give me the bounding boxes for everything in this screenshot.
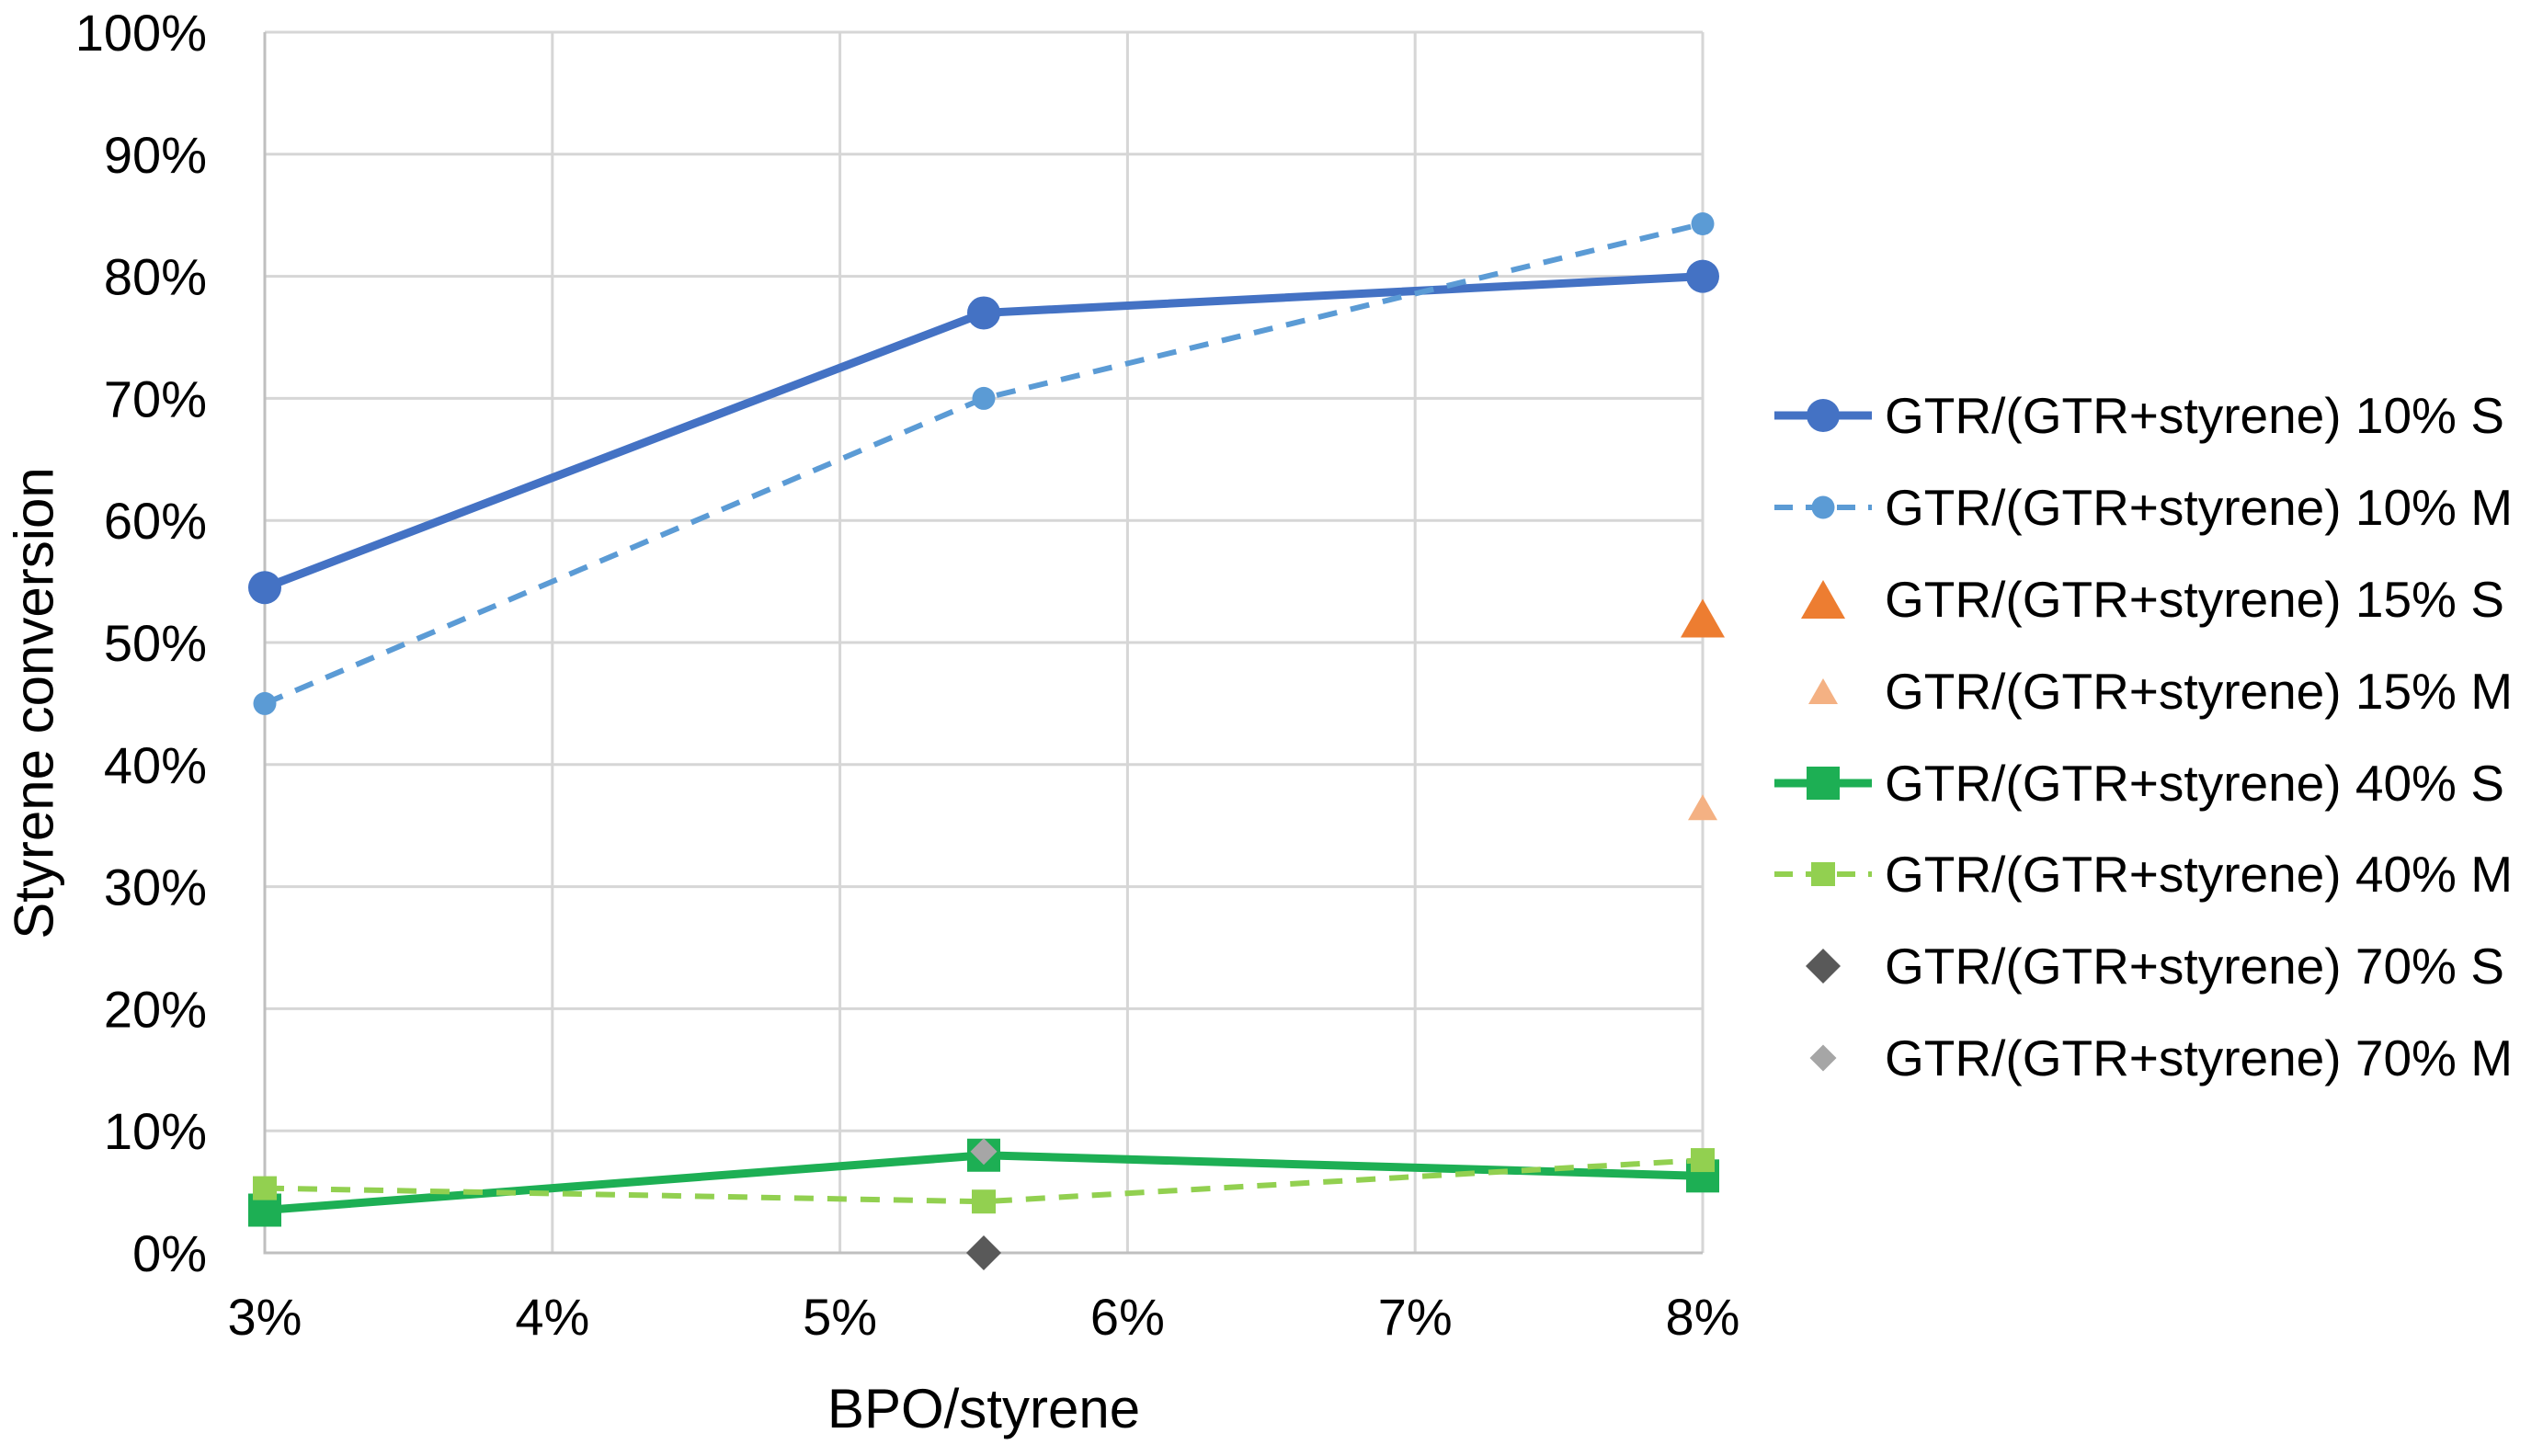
circle-marker [1686, 259, 1719, 293]
legend-label: GTR/(GTR+styrene) 10% S [1885, 386, 2504, 444]
triangle-legend-icon [1801, 579, 1845, 619]
circle-marker [1807, 398, 1840, 432]
square-marker [1811, 862, 1835, 887]
x-tick-label: 6% [1090, 1288, 1165, 1346]
square-marker [1691, 1148, 1715, 1173]
diamond-legend-icon [1806, 949, 1841, 984]
legend-label: GTR/(GTR+styrene) 15% M [1885, 662, 2514, 720]
square-marker [1807, 766, 1840, 800]
y-tick-label: 100% [75, 4, 207, 62]
legend-item: GTR/(GTR+styrene) 70% S [1765, 920, 2513, 1012]
diamond-marker [1809, 1044, 1837, 1072]
circle-legend-icon [1774, 398, 1872, 432]
legend-item: GTR/(GTR+styrene) 10% S [1765, 370, 2513, 461]
triangle-marker [1688, 794, 1717, 821]
triangle-marker [1801, 579, 1845, 619]
legend-item: GTR/(GTR+styrene) 40% S [1765, 737, 2513, 829]
diamond-marker [966, 1235, 1001, 1270]
series [1688, 794, 1717, 821]
circle-legend-icon [1774, 495, 1872, 519]
x-tick-label: 8% [1666, 1288, 1740, 1346]
y-tick-label: 90% [104, 126, 207, 184]
legend-item: GTR/(GTR+styrene) 15% S [1765, 553, 2513, 645]
diamond-marker [970, 1138, 998, 1166]
circle-marker [1691, 211, 1715, 235]
triangle-legend-icon [1808, 677, 1838, 704]
y-tick-label: 80% [104, 248, 207, 306]
series [1681, 598, 1725, 638]
circle-marker [248, 571, 281, 605]
series [253, 1148, 1715, 1214]
legend-label: GTR/(GTR+styrene) 70% M [1885, 1029, 2514, 1087]
x-tick-label: 3% [228, 1288, 302, 1346]
x-axis-title: BPO/styrene [827, 1378, 1141, 1439]
series [253, 211, 1715, 715]
diamond-legend-icon [1809, 1044, 1837, 1072]
square-marker [253, 1176, 277, 1200]
y-tick-label: 50% [104, 614, 207, 672]
y-tick-label: 70% [104, 370, 207, 427]
legend-label: GTR/(GTR+styrene) 10% M [1885, 478, 2514, 536]
legend: GTR/(GTR+styrene) 10% S GTR/(GTR+styrene)… [1765, 370, 2513, 1104]
circle-marker [972, 386, 996, 410]
triangle-marker [1808, 677, 1838, 704]
square-legend-icon [1774, 766, 1872, 800]
circle-marker [967, 296, 1000, 330]
legend-item: GTR/(GTR+styrene) 15% M [1765, 645, 2513, 737]
circle-marker [253, 691, 277, 715]
x-tick-label: 7% [1378, 1288, 1453, 1346]
circle-marker [1811, 495, 1835, 519]
series [966, 1235, 1001, 1270]
triangle-marker [1681, 598, 1725, 638]
legend-label: GTR/(GTR+styrene) 40% M [1885, 846, 2514, 904]
y-tick-label: 40% [104, 736, 207, 794]
series [970, 1138, 998, 1166]
legend-item: GTR/(GTR+styrene) 70% M [1765, 1012, 2513, 1104]
y-tick-label: 30% [104, 859, 207, 916]
y-axis-title: Styrene conversion [3, 467, 65, 939]
legend-label: GTR/(GTR+styrene) 70% S [1885, 938, 2504, 995]
y-tick-label: 20% [104, 980, 207, 1038]
legend-item: GTR/(GTR+styrene) 40% M [1765, 828, 2513, 920]
x-tick-label: 4% [515, 1288, 589, 1346]
y-tick-label: 60% [104, 492, 207, 550]
legend-label: GTR/(GTR+styrene) 15% S [1885, 570, 2504, 628]
y-tick-label: 0% [132, 1224, 207, 1282]
series-line [263, 221, 1704, 707]
legend-label: GTR/(GTR+styrene) 40% S [1885, 754, 2504, 812]
legend-item: GTR/(GTR+styrene) 10% M [1765, 461, 2513, 553]
y-tick-label: 10% [104, 1102, 207, 1160]
diamond-marker [1806, 949, 1841, 984]
series [248, 259, 1719, 605]
x-tick-label: 5% [803, 1288, 877, 1346]
square-marker [972, 1189, 996, 1214]
series-line [264, 1157, 1704, 1205]
square-legend-icon [1774, 862, 1872, 887]
